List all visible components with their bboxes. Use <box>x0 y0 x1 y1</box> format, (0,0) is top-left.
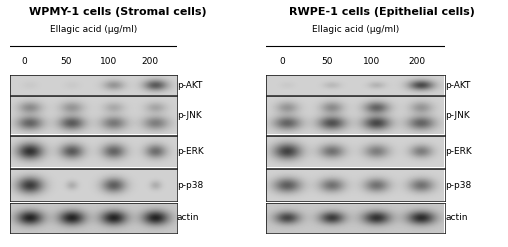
Text: p-p38: p-p38 <box>445 181 471 190</box>
Text: 0: 0 <box>22 57 27 66</box>
Text: WPMY-1 cells (Stromal cells): WPMY-1 cells (Stromal cells) <box>29 7 207 17</box>
Text: 100: 100 <box>363 57 380 66</box>
Text: p-p38: p-p38 <box>177 181 203 190</box>
Text: p-ERK: p-ERK <box>445 147 472 156</box>
Text: actin: actin <box>177 213 199 223</box>
Text: p-AKT: p-AKT <box>177 81 202 90</box>
Text: Ellagic acid (μg/ml): Ellagic acid (μg/ml) <box>50 25 137 34</box>
Text: p-AKT: p-AKT <box>445 81 470 90</box>
Text: p-ERK: p-ERK <box>177 147 204 156</box>
Text: 200: 200 <box>142 57 158 66</box>
Text: 100: 100 <box>100 57 117 66</box>
Text: RWPE-1 cells (Epithelial cells): RWPE-1 cells (Epithelial cells) <box>290 7 475 17</box>
Text: 200: 200 <box>408 57 425 66</box>
Text: p-JNK: p-JNK <box>445 111 470 120</box>
Text: 50: 50 <box>61 57 72 66</box>
Text: p-JNK: p-JNK <box>177 111 202 120</box>
Text: 0: 0 <box>279 57 285 66</box>
Text: Ellagic acid (μg/ml): Ellagic acid (μg/ml) <box>312 25 399 34</box>
Text: actin: actin <box>445 213 467 223</box>
Text: 50: 50 <box>322 57 333 66</box>
